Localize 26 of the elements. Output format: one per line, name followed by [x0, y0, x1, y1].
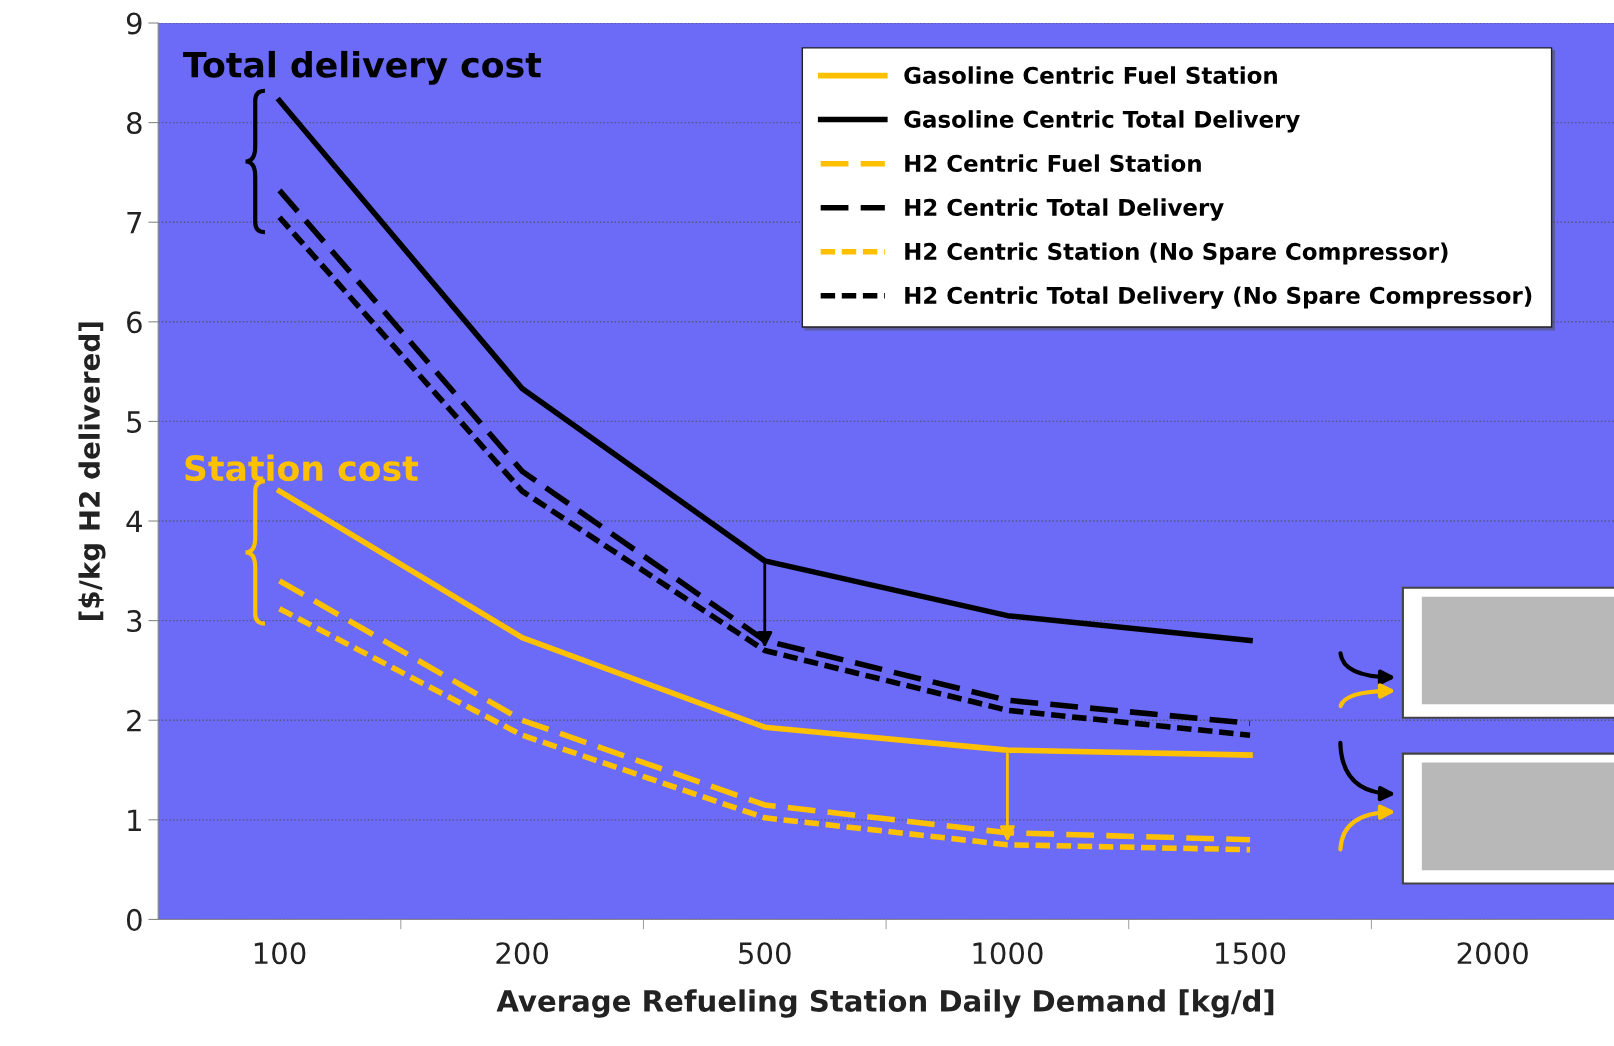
y-tick-label: 3	[127, 610, 142, 633]
annotation: Total delivery cost	[183, 50, 542, 85]
y-tick-label: 1	[128, 809, 141, 831]
x-tick-label: 100	[254, 942, 306, 965]
legend-label: H2 Centric Total Delivery	[905, 198, 1224, 221]
y-tick-label: 2	[127, 709, 141, 732]
x-tick-label: 1000	[973, 942, 1043, 965]
x-tick-label: 200	[496, 942, 549, 965]
x-tick-label: 2000	[1457, 942, 1528, 965]
x-axis-title: Average Refueling Station Daily Demand [kg/d]	[496, 989, 1274, 1018]
y-axis-title: [$/kg H2 delivered]	[78, 322, 106, 620]
legend-label: H2 Centric Fuel Station	[905, 154, 1201, 173]
x-tick-label: 500	[739, 942, 791, 965]
y-tick-label: 5	[127, 411, 142, 433]
legend-label: H2 Centric Total Delivery (No Spare Compressor)	[905, 286, 1532, 309]
y-tick-label: 9	[126, 12, 142, 35]
x-tick-label: 1500	[1216, 942, 1286, 965]
y-tick-label: 4	[126, 510, 142, 533]
y-tick-label: 0	[126, 908, 142, 931]
legend-label: H2 Centric Station (No Spare Compressor)	[905, 242, 1448, 265]
y-tick-label: 8	[127, 112, 142, 135]
y-tick-label: 7	[127, 212, 142, 234]
y-tick-label: 6	[127, 311, 142, 334]
legend-label: Gasoline Centric Fuel Station	[904, 66, 1277, 84]
legend-label: Gasoline Centric Total Delivery	[904, 110, 1300, 133]
annotation: Station cost	[185, 454, 419, 482]
